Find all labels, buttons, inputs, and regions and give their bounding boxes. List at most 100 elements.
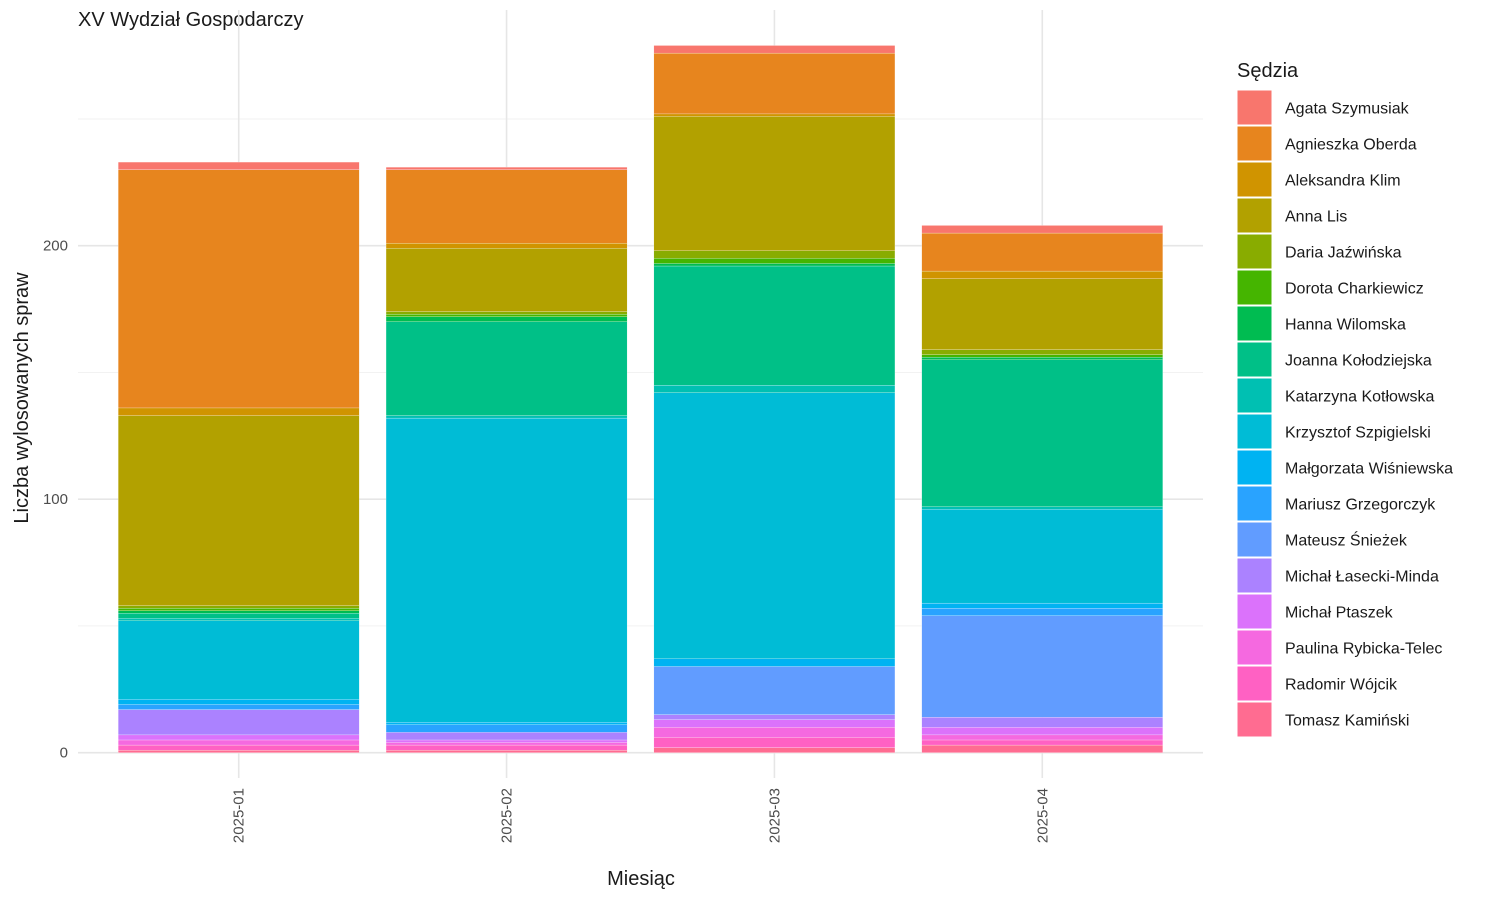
bar-segment <box>653 392 896 659</box>
bar-segment <box>653 747 896 753</box>
legend-label: Anna Lis <box>1285 209 1347 226</box>
bar-segment <box>653 250 896 259</box>
legend-title: Sędzia <box>1237 60 1299 82</box>
bar-segment <box>385 749 628 753</box>
bar-segment <box>118 161 360 170</box>
legend-label: Agnieszka Oberda <box>1285 137 1417 154</box>
bar-segment <box>385 321 628 416</box>
bar-segment <box>653 719 896 728</box>
bar-segment <box>385 314 628 317</box>
legend-label: Małgorzata Wiśniewska <box>1285 461 1453 478</box>
legend-label: Agata Szymusiak <box>1285 101 1410 118</box>
legend-label: Hanna Wilomska <box>1285 317 1406 334</box>
bar-segment <box>118 608 360 611</box>
bar-segment <box>921 734 1163 741</box>
x-axis-title: Miesiąc <box>607 868 675 890</box>
legend-key <box>1236 701 1273 738</box>
bar-segment <box>921 225 1163 234</box>
bar-segment <box>118 709 360 736</box>
bar-segment <box>118 407 360 416</box>
legend-label: Michał Łasecki-Minda <box>1285 569 1439 586</box>
bar-segment <box>385 243 628 249</box>
bar-segment <box>385 739 628 743</box>
bar-segment <box>385 248 628 312</box>
bar-segment <box>921 744 1163 753</box>
bar-segment <box>118 610 360 614</box>
bar-segment <box>921 359 1163 507</box>
bar-segment <box>385 744 628 751</box>
y-axis-title: Liczba wylosowanych spraw <box>11 272 33 524</box>
bar-segment <box>118 749 360 753</box>
legend-label: Mariusz Grzegorczyk <box>1285 497 1436 514</box>
legend-key <box>1236 125 1273 162</box>
bar-segment <box>653 265 896 386</box>
bar-segment <box>653 116 896 251</box>
legend-key <box>1236 413 1273 450</box>
x-tick-label: 2025-01 <box>231 788 248 843</box>
legend-key <box>1236 449 1273 486</box>
bar-segment <box>921 270 1163 279</box>
bar-segment <box>653 113 896 117</box>
legend-label: Tomasz Kamiński <box>1285 713 1409 730</box>
bar-segment <box>921 602 1163 609</box>
legend-key <box>1236 377 1273 414</box>
x-tick-label: 2025-03 <box>766 788 783 843</box>
bar-segment <box>921 232 1163 272</box>
legend-key <box>1236 341 1273 378</box>
legend-key <box>1236 89 1273 126</box>
legend-key <box>1236 665 1273 702</box>
legend-label: Michał Ptaszek <box>1285 605 1394 622</box>
legend-label: Krzysztof Szpigielski <box>1285 425 1431 442</box>
bar-segment <box>118 704 360 710</box>
x-tick-labels: 2025-01 2025-02 2025-03 2025-04 <box>231 788 1052 843</box>
legend-label: Dorota Charkiewicz <box>1285 281 1424 298</box>
x-tick-label: 2025-04 <box>1034 788 1051 843</box>
legend-key <box>1236 233 1273 270</box>
legend-key <box>1236 197 1273 234</box>
y-tick-label: 0 <box>60 745 68 762</box>
bar-segment <box>921 717 1163 728</box>
bar-segment <box>653 666 896 715</box>
bar-segment <box>385 417 628 723</box>
legend-label: Paulina Rybicka-Telec <box>1285 641 1442 658</box>
bar-segment <box>653 658 896 667</box>
legend-key <box>1236 305 1273 342</box>
bar-segment <box>653 737 896 748</box>
y-tick-label: 200 <box>43 238 68 255</box>
legend-key <box>1236 629 1273 666</box>
bar-segment <box>921 278 1163 350</box>
bar-segment <box>118 605 360 609</box>
legend-label: Aleksandra Klim <box>1285 173 1401 190</box>
legend-label: Katarzyna Kotłowska <box>1285 389 1435 406</box>
y-tick-labels: 0 100 200 <box>43 238 68 762</box>
legend: Agata Szymusiak Agnieszka Oberda Aleksandr… <box>1236 89 1453 738</box>
x-tick-label: 2025-02 <box>499 788 516 843</box>
bar-segment <box>653 263 896 267</box>
bar-segment <box>653 727 896 738</box>
bar-segment <box>385 415 628 419</box>
bar-segment <box>921 615 1163 718</box>
bar-segment <box>385 311 628 315</box>
legend-label: Mateusz Śnieżek <box>1285 531 1408 550</box>
legend-key <box>1236 593 1273 630</box>
bar-segment <box>653 258 896 264</box>
legend-key <box>1236 485 1273 522</box>
bar-segment <box>921 506 1163 510</box>
bar-segment <box>118 734 360 741</box>
bar-segment <box>385 722 628 725</box>
bar-segment <box>921 739 1163 746</box>
bar-segment <box>385 732 628 741</box>
legend-label: Radomir Wójcik <box>1285 677 1398 694</box>
bar-segment <box>653 45 896 54</box>
bar-segment <box>921 608 1163 616</box>
bar-segment <box>385 742 628 746</box>
bar-segment <box>118 744 360 751</box>
bar-segment <box>118 613 360 619</box>
legend-key <box>1236 161 1273 198</box>
bar-segment <box>653 52 896 115</box>
bar-segment <box>921 354 1163 358</box>
bar-segment <box>921 349 1163 355</box>
bar-segment <box>385 167 628 170</box>
legend-label: Joanna Kołodziejska <box>1285 353 1432 370</box>
